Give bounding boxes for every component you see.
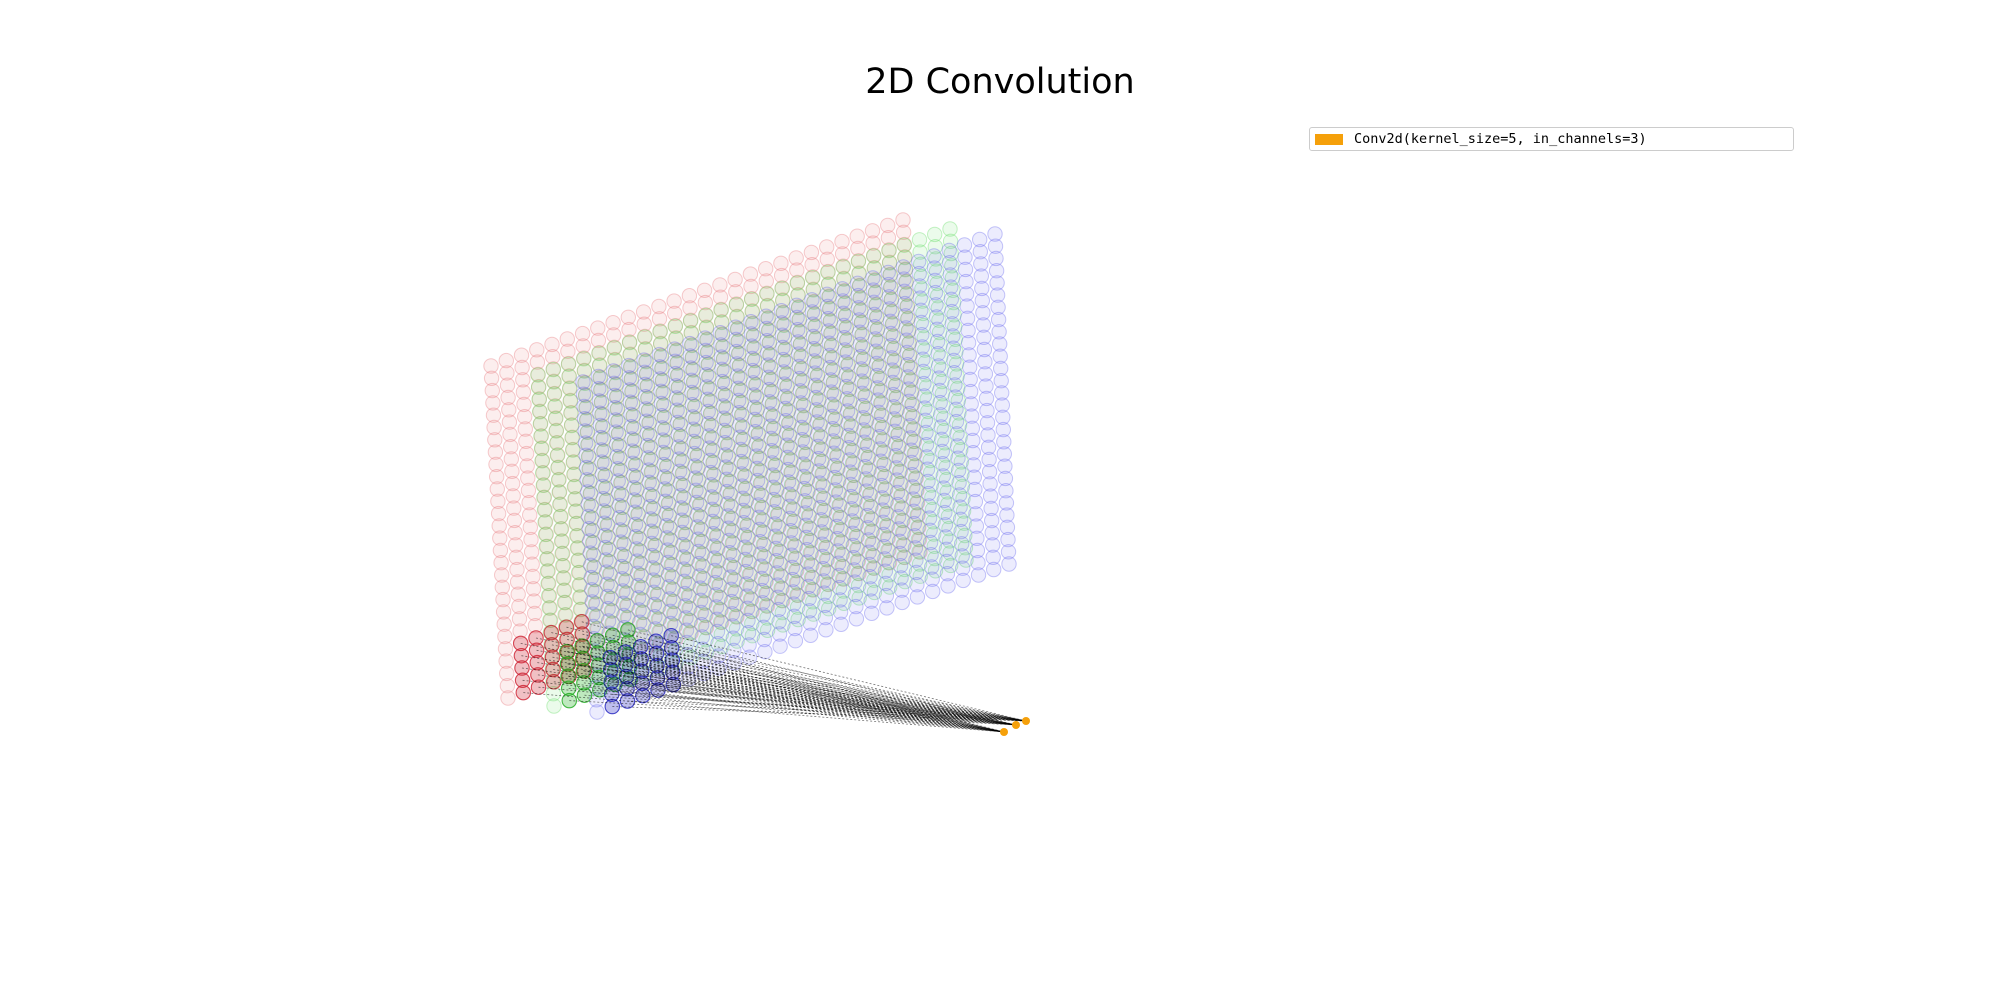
legend-swatch [1315, 134, 1343, 145]
channel-layer-3 [575, 226, 1017, 720]
output-points [1000, 717, 1030, 736]
page-title: 2D Convolution [865, 62, 1135, 102]
legend: Conv2d(kernel_size=5, in_channels=3) [1309, 127, 1794, 151]
output-point-1 [1000, 728, 1008, 736]
legend-label: Conv2d(kernel_size=5, in_channels=3) [1354, 131, 1647, 147]
input-channel-layers [483, 212, 1017, 720]
output-point-3 [1022, 717, 1030, 725]
channel-layer-2 [530, 221, 974, 714]
output-point-2 [1012, 721, 1020, 729]
kernel-connections [520, 621, 1027, 733]
